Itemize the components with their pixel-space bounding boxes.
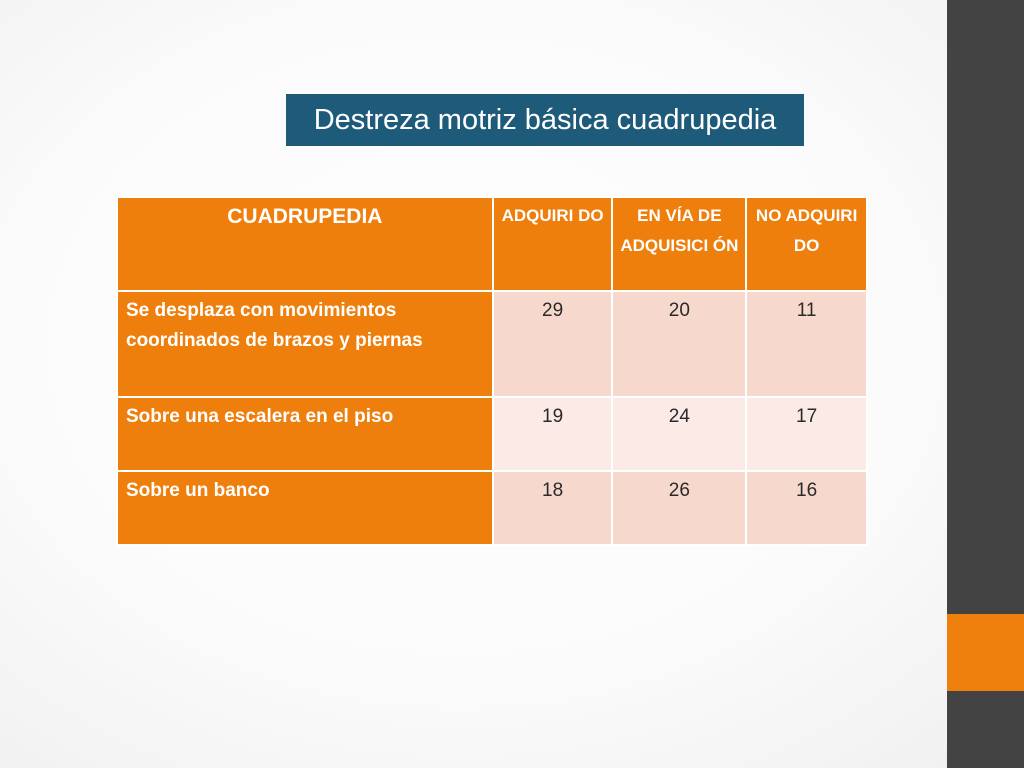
header-no-adquirido: NO ADQUIRI DO — [745, 196, 868, 292]
side-accent-block — [947, 614, 1024, 691]
header-en-via-de-adquisicion: EN VÍA DE ADQUISICI ÓN — [611, 196, 748, 292]
row-label: Sobre una escalera en el piso — [116, 396, 494, 472]
header-adquirido: ADQUIRI DO — [491, 196, 614, 292]
cell-value: 24 — [611, 396, 748, 472]
table-row: Sobre una escalera en el piso 19 24 17 — [116, 396, 868, 472]
cell-value: 29 — [491, 290, 614, 398]
table-row: Se desplaza con movimientos coordinados … — [116, 290, 868, 398]
cell-value: 11 — [745, 290, 868, 398]
table-header-row: CUADRUPEDIA ADQUIRI DO EN VÍA DE ADQUISI… — [116, 196, 868, 292]
cell-value: 26 — [611, 470, 748, 546]
cell-value: 16 — [745, 470, 868, 546]
cell-value: 20 — [611, 290, 748, 398]
cell-value: 19 — [491, 396, 614, 472]
table-row: Sobre un banco 18 26 16 — [116, 470, 868, 546]
header-cuadrupedia: CUADRUPEDIA — [116, 196, 494, 292]
data-table: CUADRUPEDIA ADQUIRI DO EN VÍA DE ADQUISI… — [116, 196, 868, 546]
row-label: Sobre un banco — [116, 470, 494, 546]
row-label: Se desplaza con movimientos coordinados … — [116, 290, 494, 398]
cell-value: 18 — [491, 470, 614, 546]
slide-title: Destreza motriz básica cuadrupedia — [286, 94, 804, 146]
cell-value: 17 — [745, 396, 868, 472]
